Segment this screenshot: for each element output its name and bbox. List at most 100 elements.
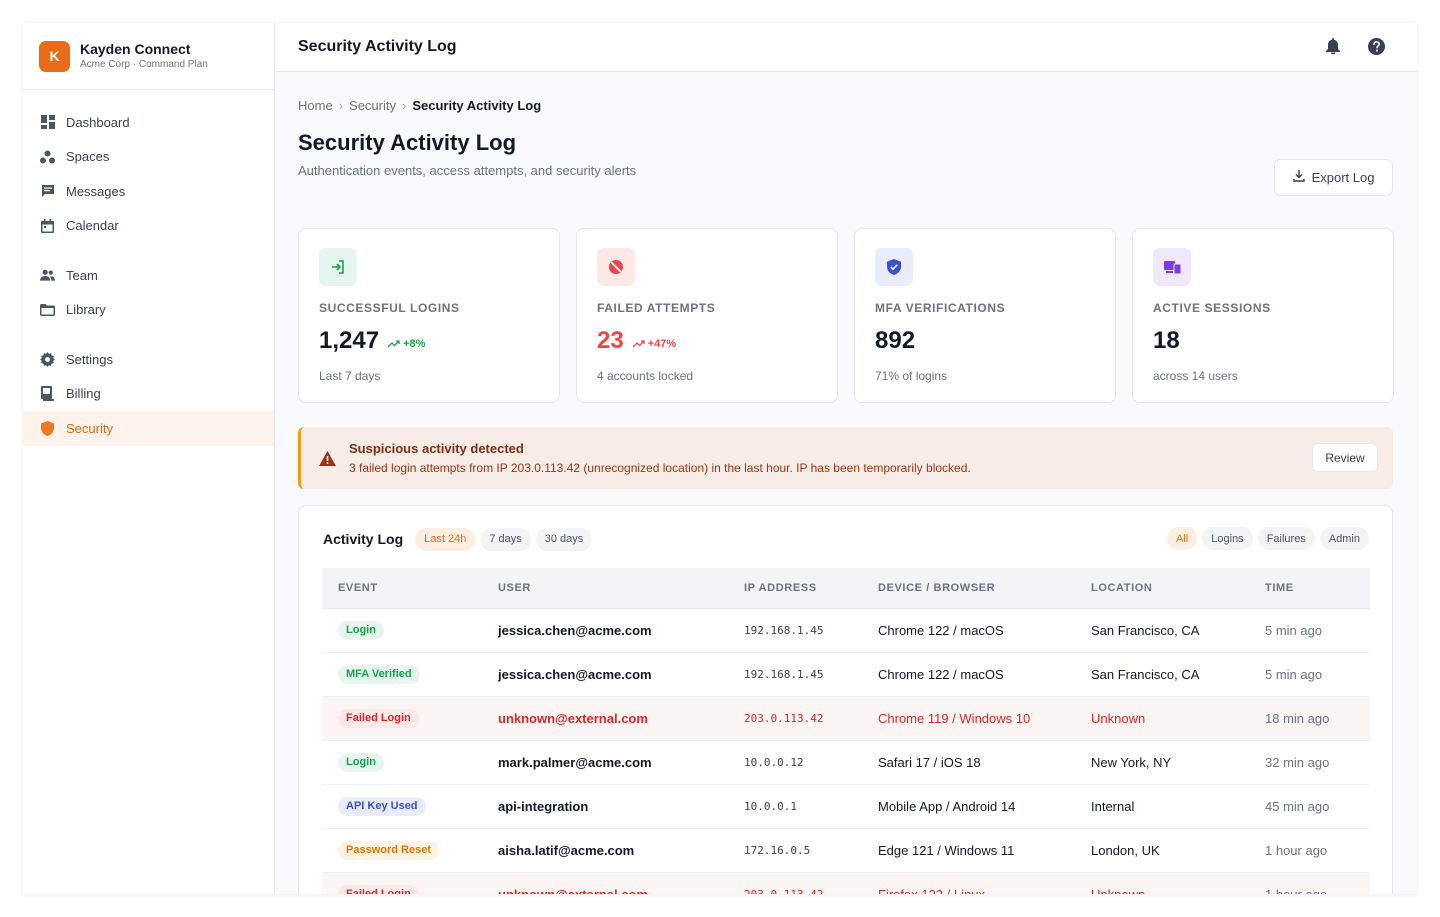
device-cell: Chrome 122 / macOS (862, 652, 1075, 697)
breadcrumb-current: Security Activity Log (412, 97, 542, 113)
location-cell: Unknown (1075, 872, 1249, 894)
download-icon (1292, 170, 1305, 185)
sidebar-item-label: Calendar (66, 218, 119, 234)
stat-value: 892 (875, 327, 916, 354)
breadcrumb-security[interactable]: Security (349, 97, 396, 113)
stat-trend-value: +47% (647, 338, 677, 350)
blocked-icon (597, 248, 635, 286)
table-row[interactable]: Login mark.palmer@acme.com 10.0.0.12 Saf… (322, 740, 1370, 785)
sidebar-item-label: Security (66, 420, 113, 436)
sidebar-item-label: Library (66, 302, 106, 318)
review-button[interactable]: Review (1312, 443, 1378, 472)
gear-icon (40, 351, 55, 367)
sidebar-item-calendar[interactable]: Calendar (23, 209, 274, 244)
sidebar-item-team[interactable]: Team (23, 258, 274, 293)
app-window: K Kayden Connect Acme Corp · Command Pla… (23, 23, 1417, 894)
location-cell: San Francisco, CA (1075, 652, 1249, 697)
device-cell: Safari 17 / iOS 18 (862, 740, 1075, 785)
sidebar-item-label: Messages (66, 183, 126, 199)
security-alert: Suspicious activity detected 3 failed lo… (298, 427, 1393, 489)
shield-check-icon (875, 248, 913, 286)
ip-cell: 192.168.1.45 (728, 652, 862, 697)
location-cell: Internal (1075, 784, 1249, 829)
location-cell: New York, NY (1075, 740, 1249, 785)
device-cell: Chrome 122 / macOS (862, 608, 1075, 653)
sidebar-item-messages[interactable]: Messages (23, 174, 274, 209)
device-cell: Firefox 122 / Linux (862, 872, 1075, 894)
activity-log-title: Activity Log (323, 531, 404, 547)
dashboard-icon (40, 115, 55, 130)
user-cell: jessica.chen@acme.com (482, 608, 728, 653)
event-badge: Login (338, 752, 384, 772)
activity-table: EVENT USER IP ADDRESS DEVICE / BROWSER L… (322, 568, 1370, 894)
shield-icon (40, 420, 55, 436)
column-header: IP ADDRESS (728, 568, 862, 609)
brand-subtitle: Acme Corp · Command Plan (80, 59, 208, 70)
device-cell: Edge 121 / Windows 11 (862, 828, 1075, 873)
ip-cell: 203.0.113.42 (728, 872, 862, 894)
table-header-row: EVENT USER IP ADDRESS DEVICE / BROWSER L… (322, 568, 1370, 609)
range-chip-7-days[interactable]: 7 days (480, 527, 531, 551)
location-cell: San Francisco, CA (1075, 608, 1249, 653)
stat-card-mfa-verifications: MFA VERIFICATIONS 892 71% of logins (854, 228, 1116, 403)
stat-foot: Last 7 days (319, 369, 381, 383)
table-row[interactable]: Failed Login unknown@external.com 203.0.… (322, 872, 1370, 894)
stat-value: 18 (1153, 327, 1180, 354)
warning-icon (319, 449, 337, 467)
table-row[interactable]: Login jessica.chen@acme.com 192.168.1.45… (322, 608, 1370, 653)
filter-chip-admin[interactable]: Admin (1319, 527, 1369, 550)
event-badge: Failed Login (338, 708, 419, 728)
sidebar-item-label: Dashboard (66, 114, 130, 130)
sidebar-item-spaces[interactable]: Spaces (23, 140, 274, 175)
breadcrumb-home[interactable]: Home (298, 97, 333, 113)
help-icon[interactable] (1367, 37, 1385, 55)
stats-row: SUCCESSFUL LOGINS 1,247 +8% Last 7 days … (298, 228, 1394, 403)
bell-icon[interactable] (1324, 37, 1342, 55)
time-cell: 32 min ago (1249, 740, 1370, 785)
ip-cell: 10.0.0.12 (728, 740, 862, 785)
sidebar-item-dashboard[interactable]: Dashboard (23, 105, 274, 140)
ip-cell: 10.0.0.1 (728, 784, 862, 829)
topbar: Security Activity Log (275, 23, 1417, 72)
filter-chip-all[interactable]: All (1167, 527, 1198, 550)
sidebar-item-library[interactable]: Library (23, 293, 274, 328)
device-cell: Chrome 119 / Windows 10 (862, 696, 1075, 741)
range-chip-30-days[interactable]: 30 days (535, 527, 593, 551)
calendar-icon (40, 218, 55, 233)
stat-foot: 4 accounts locked (597, 369, 694, 383)
stat-label: MFA VERIFICATIONS (875, 301, 1006, 315)
brand-logo: K (39, 40, 70, 72)
stat-trend: +47% (632, 338, 677, 350)
table-row[interactable]: MFA Verified jessica.chen@acme.com 192.1… (322, 652, 1370, 697)
user-cell: jessica.chen@acme.com (482, 652, 728, 697)
table-row[interactable]: Failed Login unknown@external.com 203.0.… (322, 696, 1370, 741)
sidebar: K Kayden Connect Acme Corp · Command Pla… (23, 23, 275, 894)
event-badge: MFA Verified (338, 664, 420, 684)
topbar-title: Security Activity Log (298, 38, 457, 55)
stat-label: SUCCESSFUL LOGINS (319, 301, 460, 315)
user-cell: mark.palmer@acme.com (482, 740, 728, 785)
main-content: Home › Security › Security Activity Log … (298, 95, 1394, 894)
filter-chip-failures[interactable]: Failures (1257, 527, 1315, 550)
brand[interactable]: K Kayden Connect Acme Corp · Command Pla… (23, 23, 274, 90)
filter-chip-logins[interactable]: Logins (1202, 527, 1253, 550)
location-cell: Unknown (1075, 696, 1249, 741)
stat-foot: 71% of logins (875, 369, 948, 383)
sidebar-item-billing[interactable]: Billing (23, 377, 274, 412)
user-cell: unknown@external.com (482, 872, 728, 894)
sidebar-item-security[interactable]: Security (23, 411, 274, 446)
table-row[interactable]: Password Reset aisha.latif@acme.com 172.… (322, 828, 1370, 873)
sidebar-item-label: Team (66, 267, 98, 283)
table-row[interactable]: API Key Used api-integration 10.0.0.1 Mo… (322, 784, 1370, 829)
ip-cell: 203.0.113.42 (728, 696, 862, 741)
column-header: LOCATION (1075, 568, 1249, 609)
sidebar-item-label: Settings (66, 351, 113, 367)
sidebar-item-settings[interactable]: Settings (23, 342, 274, 377)
export-log-label: Export Log (1311, 170, 1375, 185)
stat-trend-value: +8% (403, 338, 426, 350)
column-header: TIME (1249, 568, 1370, 609)
export-log-button[interactable]: Export Log (1274, 159, 1393, 196)
breadcrumb: Home › Security › Security Activity Log (298, 95, 1393, 115)
page-title: Security Activity Log (298, 130, 517, 155)
range-chip-last-24h[interactable]: Last 24h (415, 527, 476, 551)
